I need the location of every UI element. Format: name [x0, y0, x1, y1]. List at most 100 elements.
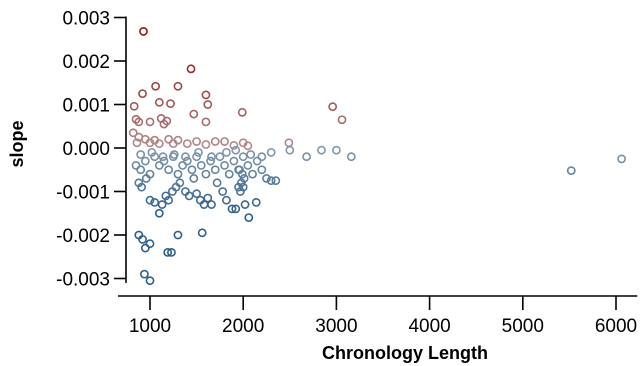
- data-point: [201, 169, 211, 179]
- data-point: [158, 152, 168, 162]
- data-point: [192, 152, 201, 162]
- data-point: [201, 140, 211, 149]
- data-point: [137, 182, 147, 192]
- data-point: [237, 169, 247, 179]
- y-tick-label: 0.003: [62, 9, 110, 30]
- y-tick-label: -0.001: [56, 183, 110, 204]
- data-point: [207, 200, 216, 209]
- data-point: [285, 145, 295, 155]
- data-point: [141, 174, 151, 183]
- data-point: [203, 100, 213, 109]
- data-point: [218, 187, 228, 196]
- data-point: [136, 150, 146, 159]
- data-point: [173, 81, 183, 91]
- data-point: [243, 141, 253, 151]
- data-point: [138, 89, 147, 99]
- data-point: [238, 152, 248, 162]
- data-point: [184, 191, 194, 201]
- data-point: [145, 195, 155, 205]
- data-point: [139, 27, 148, 36]
- data-point: [328, 102, 338, 112]
- x-tick-label: 5000: [502, 316, 544, 337]
- data-point: [237, 107, 247, 117]
- x-tick-label: 1000: [129, 316, 171, 337]
- data-point: [231, 145, 241, 155]
- data-point: [150, 197, 160, 207]
- data-point: [337, 115, 347, 125]
- data-point: [262, 174, 271, 183]
- x-ticks: 1000 2000 3000 4000 5000 6000: [129, 296, 637, 337]
- data-point: [222, 195, 231, 205]
- data-point: [145, 276, 155, 286]
- data-point: [140, 156, 150, 166]
- data-point: [166, 99, 175, 109]
- data-point: [229, 140, 239, 150]
- data-point: [317, 145, 326, 155]
- data-point: [346, 152, 356, 162]
- data-point: [145, 239, 155, 249]
- data-point: [266, 176, 276, 186]
- data-point: [252, 156, 262, 166]
- data-point: [246, 150, 256, 159]
- data-point: [151, 81, 160, 91]
- data-point: [168, 139, 178, 149]
- y-axis: -0.003 -0.002 -0.001 0.000 0.001 0.002 0.003: [56, 9, 127, 291]
- data-point: [236, 187, 245, 196]
- data-point: [617, 154, 626, 164]
- data-point: [284, 138, 294, 148]
- data-point: [159, 156, 169, 166]
- data-point: [167, 247, 176, 257]
- data-point: [203, 193, 213, 203]
- data-point: [234, 182, 243, 192]
- data-point: [212, 178, 222, 188]
- data-point: [257, 152, 267, 162]
- y-tick-label: -0.002: [56, 226, 110, 247]
- data-point: [186, 64, 196, 74]
- data-point: [257, 165, 267, 175]
- y-tick-label: -0.003: [56, 270, 110, 291]
- data-point: [302, 152, 311, 162]
- data-point: [227, 204, 237, 214]
- data-point: [134, 117, 144, 127]
- data-point: [128, 128, 138, 138]
- x-axis: 1000 2000 3000 4000 5000 6000: [118, 295, 638, 337]
- data-point: [154, 97, 164, 107]
- data-point: [192, 189, 201, 199]
- data-point: [271, 176, 281, 186]
- data-point: [243, 160, 253, 170]
- x-tick-label: 2000: [222, 316, 264, 337]
- data-point: [129, 101, 139, 111]
- data-point: [164, 195, 174, 205]
- y-ticks: -0.003 -0.002 -0.001 0.000 0.001 0.002 0.003: [56, 9, 126, 291]
- data-point: [138, 234, 147, 244]
- data-point: [154, 160, 164, 170]
- data-point: [182, 139, 192, 149]
- y-tick-label: 0.002: [62, 52, 110, 73]
- data-point: [154, 208, 164, 218]
- data-point: [136, 165, 146, 175]
- data-point: [140, 269, 149, 279]
- data-point: [220, 160, 229, 170]
- x-tick-label: 4000: [408, 316, 450, 337]
- data-point: [182, 156, 192, 166]
- data-point: [159, 119, 169, 129]
- data-points: [128, 27, 626, 286]
- data-point: [132, 138, 142, 148]
- data-point: [220, 137, 229, 146]
- data-point: [178, 160, 188, 170]
- data-point: [566, 166, 576, 176]
- data-point: [145, 138, 155, 148]
- data-point: [147, 147, 157, 157]
- data-point: [222, 147, 231, 157]
- y-axis-title: slope: [7, 120, 27, 167]
- y-tick-label: 0.001: [62, 96, 110, 117]
- data-point: [224, 169, 234, 179]
- data-point: [173, 169, 183, 179]
- data-point: [201, 90, 211, 100]
- data-point: [196, 160, 206, 170]
- data-point: [244, 213, 254, 222]
- data-point: [210, 137, 220, 146]
- x-axis-title: Chronology Length: [322, 343, 488, 363]
- data-point: [197, 228, 207, 238]
